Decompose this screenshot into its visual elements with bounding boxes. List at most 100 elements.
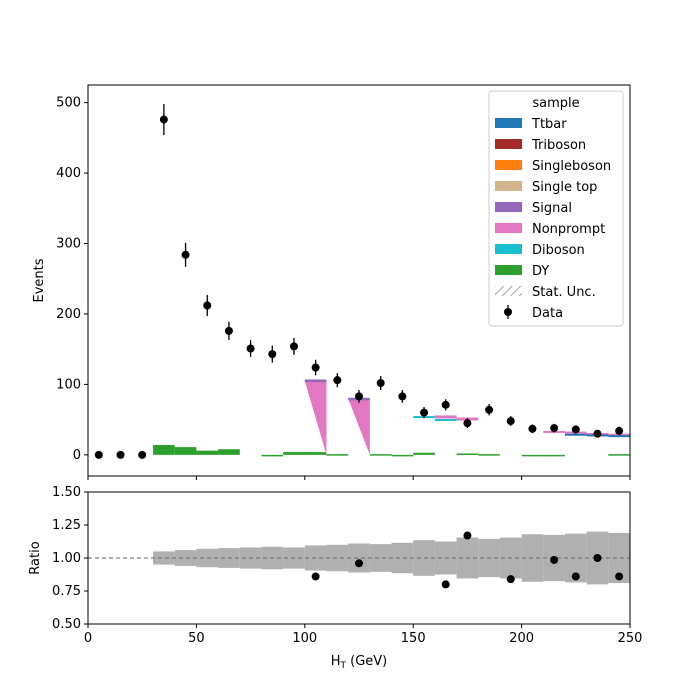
legend-item-nonprompt[interactable]: Nonprompt — [495, 222, 605, 237]
dy-bar — [543, 454, 565, 457]
data-point — [181, 250, 190, 259]
y-tick-label: 500 — [56, 96, 81, 111]
data-point — [138, 450, 147, 459]
dy-bar — [261, 454, 284, 457]
legend-swatch — [495, 118, 522, 128]
top-panel: 0 100 200 300 400 500 Events — [32, 84, 631, 480]
ratio-unc-band — [348, 543, 370, 573]
dy-bar — [413, 452, 435, 455]
ratio-y-tick-label: 0.75 — [52, 584, 81, 599]
legend-swatch — [495, 160, 522, 170]
ratio-unc-band — [326, 544, 349, 572]
ratio-y-tick-label: 0.50 — [52, 617, 81, 632]
legend-title: sample — [532, 96, 579, 111]
dy-bar — [456, 453, 479, 455]
ratio-point — [550, 555, 559, 564]
dy-bar — [608, 454, 630, 456]
dy-bar — [196, 450, 219, 455]
ratio-point — [571, 572, 580, 581]
legend-label: Single top — [532, 180, 597, 195]
data-point — [246, 344, 255, 353]
data-point — [268, 350, 277, 359]
dy-bar — [153, 445, 175, 455]
data-point — [441, 400, 450, 409]
data-point — [571, 425, 580, 434]
data-point — [398, 392, 407, 401]
ttbar-bar — [608, 435, 630, 438]
top-y-axis-label: Events — [32, 258, 47, 302]
data-point — [420, 408, 429, 417]
ratio-y-axis-label: Ratio — [28, 541, 43, 574]
y-tick-label: 100 — [56, 377, 81, 392]
x-tick-label: 0 — [84, 631, 92, 646]
dy-bar — [174, 447, 197, 455]
ratio-unc-band — [153, 551, 175, 565]
data-point — [593, 429, 602, 438]
legend-label: Ttbar — [531, 117, 567, 132]
nonprompt-bar — [304, 380, 327, 455]
legend-item-signal[interactable]: Signal — [495, 201, 572, 216]
legend-swatch — [495, 202, 522, 212]
x-tick-label: 200 — [509, 631, 534, 646]
ratio-point — [593, 554, 602, 562]
data-point — [333, 376, 342, 385]
x-tick-label: 250 — [618, 631, 643, 646]
legend-item-stat-unc[interactable]: Stat. Unc. — [495, 285, 596, 300]
y-tick-label: 300 — [56, 237, 81, 252]
legend-label: Signal — [532, 201, 572, 216]
x-axis: 0 50 100 150 200 250 HT (GeV) — [84, 624, 643, 671]
signal-bar — [304, 379, 327, 382]
ratio-panel: 0.50 0.75 1.00 1.25 1.50 Ratio — [28, 485, 631, 632]
legend-item-data[interactable]: Data — [504, 305, 563, 321]
ttbar-bar — [564, 433, 587, 436]
dy-bar — [478, 454, 500, 456]
ratio-y-tick-label: 1.00 — [52, 551, 81, 566]
ratio-unc-band — [564, 533, 587, 583]
dy-bar — [326, 454, 349, 456]
y-tick-label: 400 — [56, 166, 81, 181]
legend-marker — [504, 308, 512, 316]
dy-bar — [391, 454, 414, 457]
legend-item-dy[interactable]: DY — [495, 264, 549, 279]
dy-bar — [369, 454, 392, 456]
ratio-point — [506, 575, 515, 584]
legend-swatch — [495, 223, 522, 233]
data-point — [615, 426, 624, 435]
data-point — [94, 450, 103, 459]
ratio-point — [441, 580, 450, 589]
legend-swatch-hatch — [495, 286, 522, 296]
data-point — [550, 424, 559, 433]
ratio-unc-band — [369, 544, 392, 572]
legend-swatch — [495, 244, 522, 254]
x-axis-label: HT (GeV) — [331, 654, 388, 671]
dy-bar — [521, 454, 544, 457]
x-tick-label: 50 — [188, 631, 205, 646]
x-axis-label-unit: (GeV) — [346, 654, 387, 669]
ratio-point — [355, 559, 363, 568]
legend-item-singleboson[interactable]: Singleboson — [495, 159, 611, 174]
legend-item-ttbar[interactable]: Ttbar — [495, 117, 567, 132]
ratio-unc-band — [391, 542, 414, 574]
legend-item-triboson[interactable]: Triboson — [495, 138, 586, 153]
legend-item-single-top[interactable]: Single top — [495, 180, 597, 195]
data-point — [289, 342, 298, 351]
x-tick-label: 150 — [401, 631, 426, 646]
legend-label: Triboson — [531, 138, 586, 153]
data-point — [203, 301, 212, 310]
legend-swatch — [495, 265, 522, 275]
legend-label: Diboson — [532, 243, 585, 258]
ratio-y-tick-label: 1.25 — [52, 518, 81, 533]
top-frame — [87, 84, 631, 477]
legend[interactable]: sample Ttbar Triboson Singleboson Single top… — [488, 90, 624, 327]
y-tick-label: 0 — [73, 448, 81, 463]
legend-swatch — [495, 139, 522, 149]
legend-label: Nonprompt — [532, 222, 605, 237]
dy-bar — [283, 452, 327, 455]
legend-label: Data — [532, 306, 563, 321]
nonprompt-bar — [434, 415, 457, 419]
legend-swatch — [495, 181, 522, 191]
data-point — [116, 450, 125, 459]
diboson-bar — [434, 418, 457, 421]
legend-item-diboson[interactable]: Diboson — [495, 243, 585, 258]
